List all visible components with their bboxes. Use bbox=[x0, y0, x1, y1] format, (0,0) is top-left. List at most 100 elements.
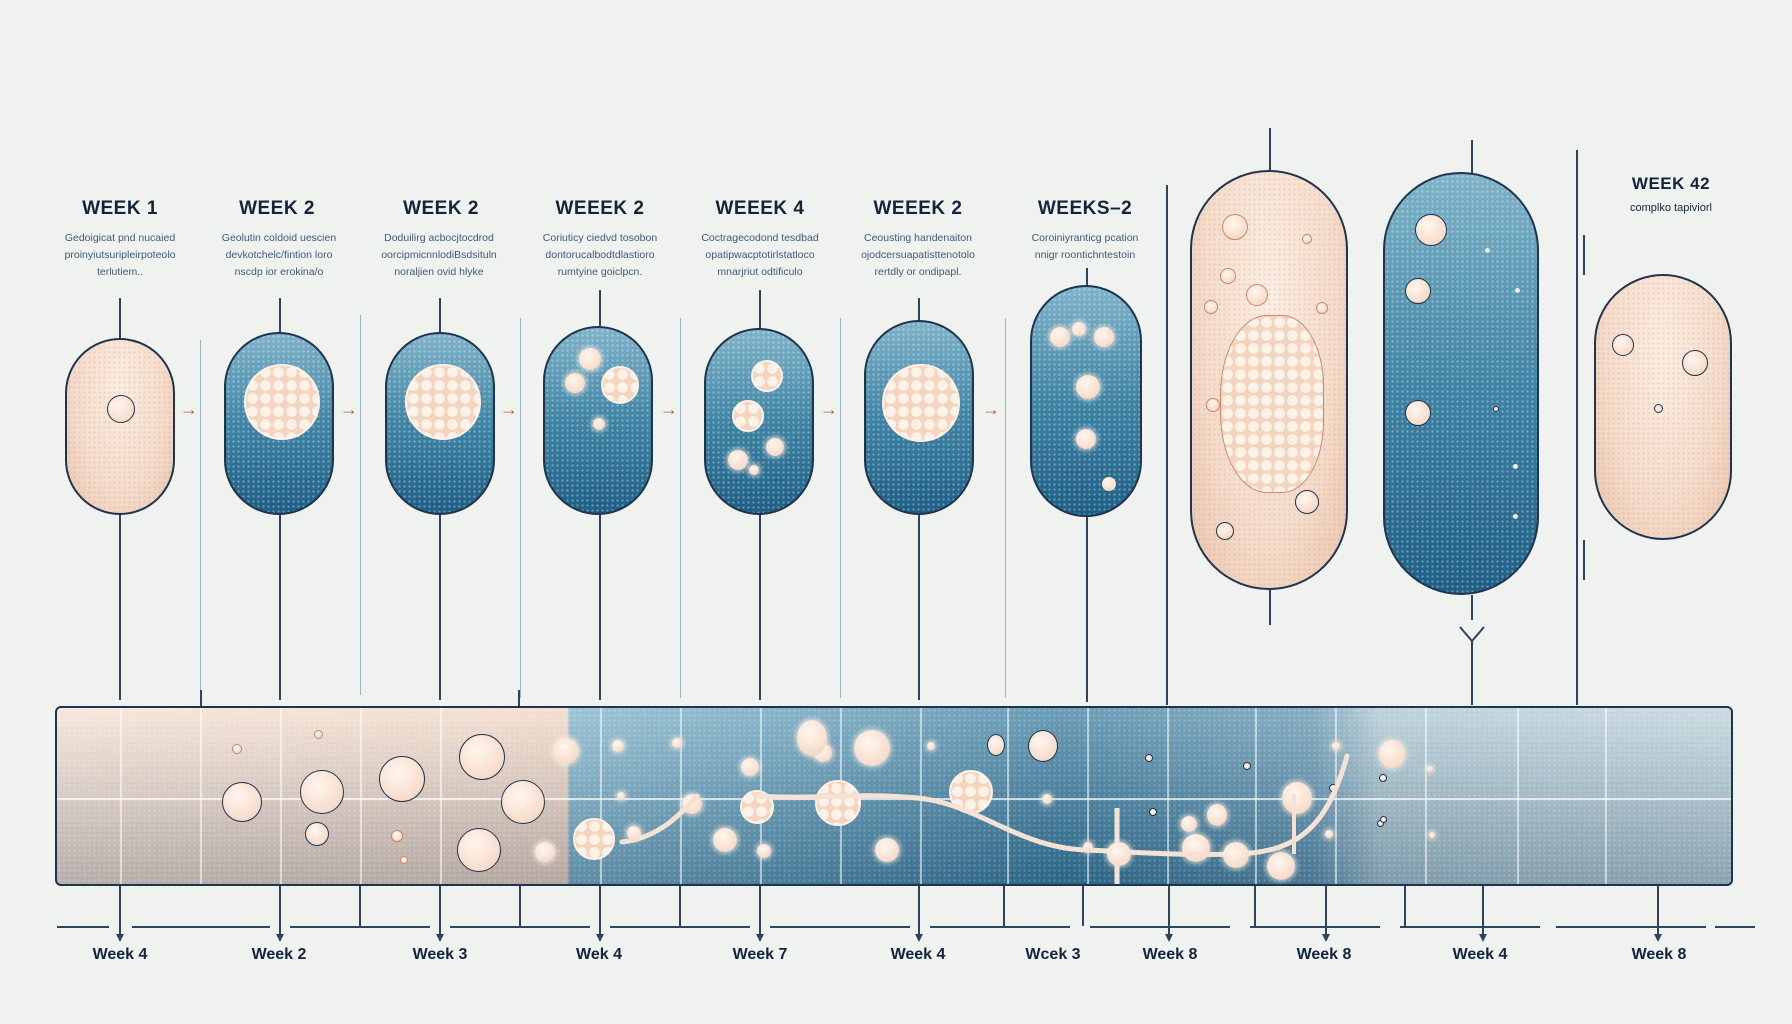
stage-connector bbox=[918, 298, 920, 324]
cell-icon bbox=[1513, 514, 1518, 519]
stage-connector bbox=[1269, 128, 1271, 170]
cell-icon bbox=[1207, 804, 1227, 826]
desc-line: opatipwacptotirlstatloco bbox=[705, 249, 815, 261]
timeline-axis bbox=[1400, 926, 1540, 928]
stage-connector bbox=[918, 515, 920, 700]
arrow-icon: → bbox=[340, 399, 358, 419]
week-label: Week 4 bbox=[92, 946, 148, 963]
cell-icon bbox=[741, 758, 759, 776]
desc-line: nnigr roontichntestoin bbox=[1034, 249, 1136, 261]
stage-5-desc: Coctragecodond tesdbad opatipwacptotirls… bbox=[670, 230, 850, 281]
stage-6-heading: WEEEK 2 bbox=[873, 198, 963, 219]
cell-icon bbox=[1515, 288, 1520, 293]
cell-icon bbox=[107, 395, 135, 423]
band-grid bbox=[1517, 708, 1519, 884]
stage-connector bbox=[119, 298, 121, 340]
arrow-down-icon bbox=[1479, 934, 1487, 942]
timeline-axis bbox=[1250, 926, 1380, 928]
cell-icon bbox=[612, 740, 624, 752]
cell-icon bbox=[565, 373, 585, 393]
band-grid bbox=[1255, 708, 1257, 884]
band-grid bbox=[680, 708, 682, 884]
cell-icon bbox=[1513, 464, 1518, 469]
cell-icon bbox=[1325, 830, 1333, 838]
cell-icon bbox=[1654, 404, 1663, 413]
cell-icon bbox=[1223, 842, 1249, 868]
cell-icon bbox=[617, 792, 625, 800]
cell-icon bbox=[501, 780, 545, 824]
arrow-down-icon bbox=[596, 934, 604, 942]
arrow-down-icon bbox=[756, 934, 764, 942]
tick bbox=[119, 886, 121, 938]
cell-icon bbox=[1042, 794, 1052, 804]
tick bbox=[679, 886, 681, 926]
guide-line bbox=[200, 340, 202, 700]
cell-icon bbox=[400, 856, 408, 864]
cell-cluster-icon bbox=[601, 366, 639, 404]
desc-line: devkotchelc/fintion loro bbox=[225, 249, 333, 261]
timeline-axis bbox=[1556, 926, 1706, 928]
tick bbox=[1325, 886, 1327, 938]
stage-1-desc: Gedoigicat pnd nucaied proinyiutsuriplei… bbox=[30, 230, 210, 281]
tick bbox=[1657, 886, 1659, 938]
cell-icon bbox=[1415, 214, 1447, 246]
capsule-week-5 bbox=[704, 328, 814, 515]
stage-8-heading: WEEK 42 bbox=[1631, 174, 1711, 193]
texture bbox=[1596, 276, 1730, 538]
cell-icon bbox=[1181, 816, 1197, 832]
week-label: Week 8 bbox=[1631, 946, 1687, 963]
cell-icon bbox=[713, 828, 737, 852]
cell-cluster-icon bbox=[751, 360, 783, 392]
tick bbox=[1482, 886, 1484, 938]
week-label: Wek 4 bbox=[576, 946, 622, 963]
cell-icon bbox=[875, 838, 899, 862]
cell-icon bbox=[757, 844, 771, 858]
timeline-axis bbox=[290, 926, 430, 928]
tick bbox=[518, 690, 520, 706]
cell-cluster-icon bbox=[573, 818, 615, 860]
cell-icon bbox=[535, 842, 555, 862]
cell-icon bbox=[300, 770, 344, 814]
stage-2-heading: WEEK 2 bbox=[239, 198, 315, 219]
band-grid bbox=[120, 708, 122, 884]
cell-icon bbox=[1379, 740, 1405, 768]
desc-line: mnarjriut odtificulo bbox=[717, 266, 803, 278]
stage-7-heading: WEEKS–2 bbox=[1037, 198, 1133, 219]
timeline-axis bbox=[1715, 926, 1755, 928]
capsule-week-1 bbox=[65, 338, 175, 515]
tick bbox=[918, 886, 920, 938]
cell-icon bbox=[1083, 842, 1093, 852]
capsule-large-blue bbox=[1383, 172, 1539, 595]
texture bbox=[1032, 287, 1140, 515]
desc-line: Gedoigicat pnd nucaied bbox=[64, 232, 176, 244]
arrow-down-icon bbox=[915, 934, 923, 942]
arrow-down-icon bbox=[276, 934, 284, 942]
arrow-down-icon bbox=[1165, 934, 1173, 942]
cell-cluster-icon bbox=[882, 364, 960, 442]
capsule-large-beige bbox=[1190, 170, 1348, 590]
cell-icon bbox=[1149, 808, 1157, 816]
stage-connector bbox=[759, 515, 761, 700]
capsule-week-6 bbox=[864, 320, 974, 515]
timeline-axis bbox=[450, 926, 590, 928]
week-label: Week 7 bbox=[732, 946, 788, 963]
stage-connector bbox=[599, 290, 601, 326]
timeline-band bbox=[55, 706, 1733, 886]
arrow-icon: → bbox=[180, 399, 198, 419]
texture bbox=[1385, 174, 1537, 593]
texture bbox=[67, 340, 173, 513]
timeline-axis bbox=[132, 926, 270, 928]
stage-connector bbox=[279, 298, 281, 334]
stage-connector bbox=[1471, 645, 1473, 705]
arrow-icon: → bbox=[660, 399, 678, 419]
cell-icon bbox=[1379, 774, 1387, 782]
tick bbox=[1082, 886, 1084, 926]
tick bbox=[439, 886, 441, 938]
cell-icon bbox=[1072, 322, 1086, 336]
cell-cluster-icon bbox=[244, 364, 320, 440]
cell-icon bbox=[314, 730, 323, 739]
arrow-down-icon bbox=[1654, 934, 1662, 942]
week-label: Week 4 bbox=[1452, 946, 1508, 963]
cell-icon bbox=[1094, 327, 1114, 347]
cell-icon bbox=[728, 450, 748, 470]
